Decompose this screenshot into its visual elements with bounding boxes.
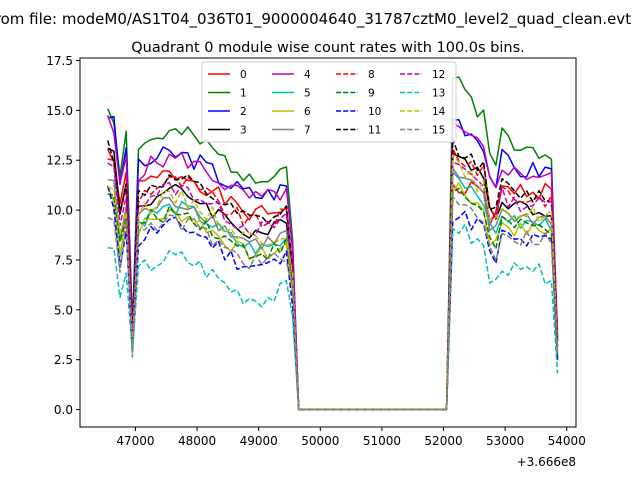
legend-label: 12 [432,69,445,81]
series-layer [106,76,559,411]
legend-label: 9 [368,88,375,100]
legend-label: 4 [304,69,311,81]
y-tick-label: 15.0 [46,104,73,118]
legend-box [201,61,457,143]
y-tick-label: 10.0 [46,204,73,218]
legend-label: 11 [368,125,381,137]
plot-frame [79,57,577,428]
legend-label: 15 [432,125,445,137]
legend-label: 14 [432,106,446,118]
legend-label: 0 [240,69,247,81]
y-tick-label: 17.5 [46,54,73,68]
x-axis: 47000 48000 49000 50000 51000 52000 53000 54000 [116,427,586,448]
y-tick-label: 12.5 [46,154,73,168]
legend-label: 13 [432,88,445,100]
series-line-13 [107,223,559,411]
legend-label: 3 [240,125,247,137]
legend-label: 7 [304,125,311,137]
x-tick-label: 54000 [548,434,586,448]
y-tick-label: 7.5 [54,253,73,267]
series-line-14 [107,154,559,411]
x-tick-label: 53000 [486,434,524,448]
chart-title: Quadrant 0 module wise count rates with … [131,40,525,56]
y-tick-label: 0.0 [54,403,73,417]
x-offset-label: +3.666e8 [517,455,576,469]
legend-label: 8 [368,69,375,81]
series-line-15 [107,195,559,411]
figure-suptitle: Data from file: modeM0/AS1T04_036T01_900… [0,10,631,29]
x-tick-label: 51000 [363,434,401,448]
y-tick-label: 5.0 [54,303,73,317]
x-tick-label: 50000 [301,434,339,448]
y-axis: 0.0 2.5 5.0 7.5 10.0 12.5 15.0 17.5 [46,54,80,417]
x-tick-label: 48000 [178,434,216,448]
legend-label: 5 [304,88,311,100]
legend-label: 6 [304,106,311,118]
legend-label: 10 [368,106,381,118]
legend-label: 1 [240,88,247,100]
x-tick-label: 52000 [424,434,462,448]
x-tick-label: 47000 [116,434,154,448]
y-tick-label: 2.5 [54,353,73,367]
legend-label: 2 [240,106,247,118]
x-tick-label: 49000 [240,434,278,448]
